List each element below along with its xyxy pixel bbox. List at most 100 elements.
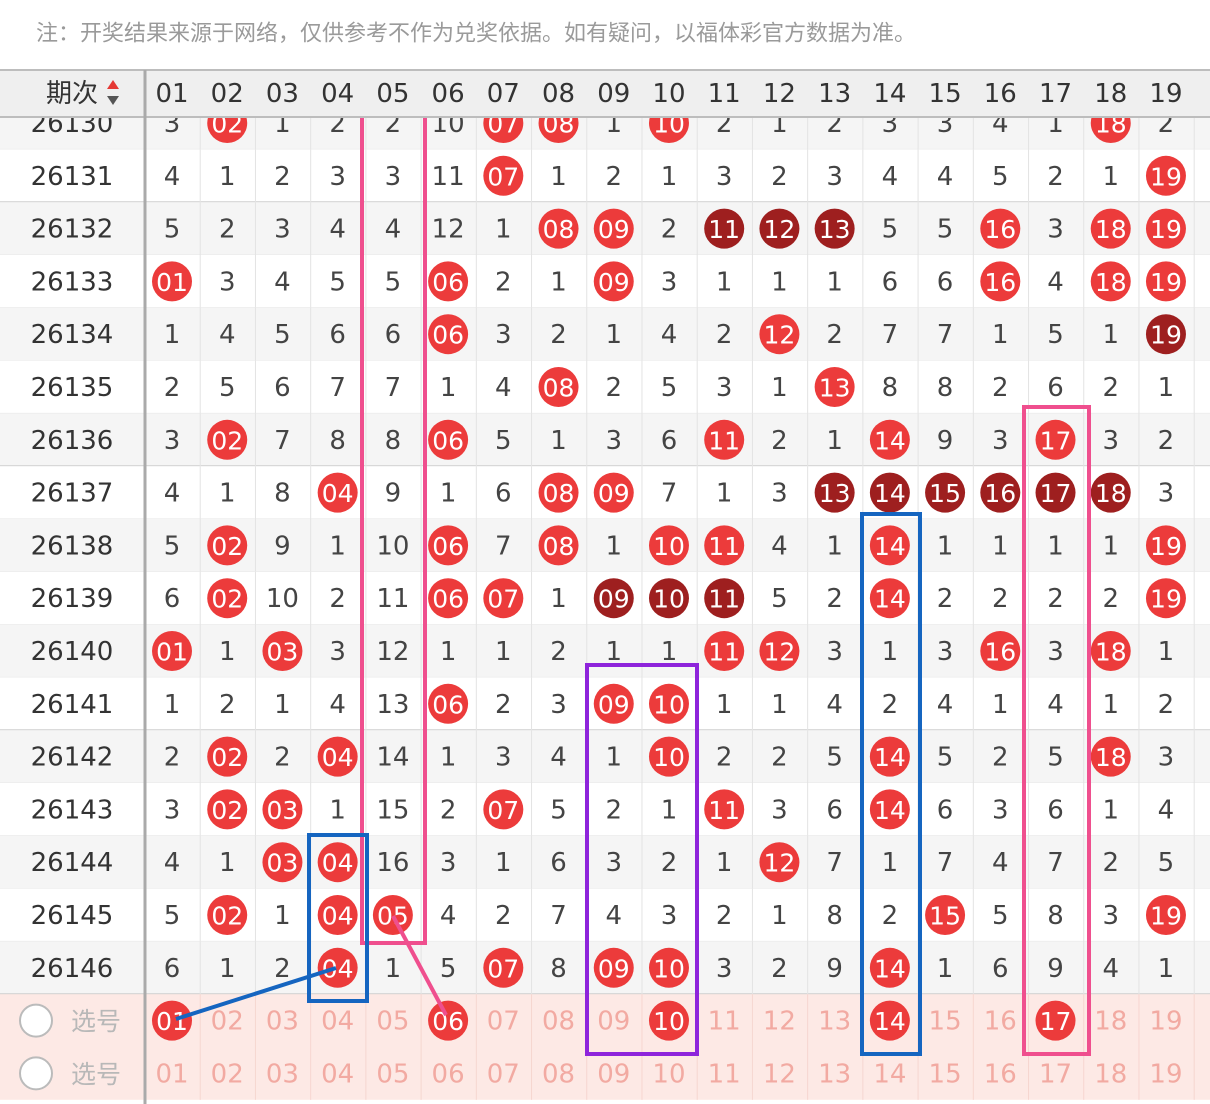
ball <box>814 208 855 249</box>
row-bg <box>0 413 1210 467</box>
cell-number: 13 <box>818 1007 851 1037</box>
column-header: 05 <box>376 79 409 109</box>
column-header: 10 <box>652 79 685 109</box>
ball-number: 01 <box>156 1007 188 1036</box>
cell-number: 3 <box>992 426 1009 456</box>
column-header: 07 <box>487 79 520 109</box>
sort-up[interactable] <box>107 80 119 89</box>
sort-down[interactable] <box>107 96 119 105</box>
ball <box>207 578 248 619</box>
select-label: 选号 <box>71 1060 121 1089</box>
cell-number: 3 <box>937 637 954 667</box>
cell-number: 15 <box>929 1059 962 1089</box>
ball <box>759 314 800 355</box>
cell-number: 1 <box>1102 162 1119 192</box>
cell-number: 5 <box>219 373 236 403</box>
ball <box>207 895 248 935</box>
cell-number: 6 <box>1047 373 1064 403</box>
header: 注：开奖结果来源于网络，仅供参考不作为兑奖依据。如有疑问，以福体彩官方数据为准。… <box>0 0 1210 118</box>
ball-number: 19 <box>1150 162 1182 191</box>
ball <box>1145 525 1186 566</box>
cell-number: 7 <box>826 848 843 878</box>
ball <box>980 261 1021 302</box>
cell-number: 3 <box>1102 426 1119 456</box>
ball <box>483 947 524 988</box>
cell-number: 1 <box>385 954 402 984</box>
ball <box>704 578 745 619</box>
ball <box>869 578 910 619</box>
issue-number: 26134 <box>31 320 114 350</box>
cell-number: 6 <box>882 267 899 297</box>
cell-number: 10 <box>376 531 409 561</box>
column-header: 14 <box>873 79 906 109</box>
cell-number: 4 <box>385 215 402 245</box>
column-header: 16 <box>984 79 1017 109</box>
cell-number: 4 <box>826 690 843 720</box>
cell-number: 13 <box>818 1059 851 1089</box>
ball-number: 10 <box>653 532 685 561</box>
cell-number: 2 <box>1158 426 1175 456</box>
cell-number: 2 <box>716 743 733 773</box>
cell-number: 6 <box>661 426 678 456</box>
ball-number: 13 <box>819 479 851 508</box>
ball <box>593 578 634 619</box>
cell-number: 6 <box>164 954 181 984</box>
cell-number: 2 <box>771 162 788 192</box>
ball-number: 06 <box>432 532 464 561</box>
cell-number: 04 <box>321 1059 354 1089</box>
issue-number: 26133 <box>31 267 114 297</box>
ball <box>648 947 689 988</box>
cell-number: 4 <box>1047 267 1064 297</box>
ball <box>372 895 413 935</box>
ball <box>648 525 689 566</box>
row: 26135 2 5 6 7 7 1 4 08 2 5 3 1 13 8 8 2 6 2 1 <box>0 360 1210 414</box>
cell-number: 1 <box>992 531 1009 561</box>
row: 26137 4 1 8 04 9 1 6 08 09 7 1 3 13 14 15 16 17 18 3 <box>0 466 1210 520</box>
cell-number: 8 <box>937 373 954 403</box>
ball-number: 19 <box>1150 321 1182 350</box>
ball <box>980 208 1021 249</box>
cell-number: 1 <box>219 637 236 667</box>
cell-number: 2 <box>992 743 1009 773</box>
cell-number: 1 <box>1158 954 1175 984</box>
select-label: 选号 <box>71 1007 121 1036</box>
cell-number: 07 <box>487 1059 520 1089</box>
select-toggle[interactable] <box>19 1056 53 1091</box>
ball <box>317 842 358 883</box>
ball-number: 14 <box>874 954 906 983</box>
ball <box>428 314 469 355</box>
ball <box>704 208 745 249</box>
cell-number: 1 <box>661 162 678 192</box>
cell-number: 2 <box>329 584 346 614</box>
row: 26140 01 1 03 3 12 1 1 2 1 1 11 12 3 1 3 16 3 18 1 <box>0 624 1210 678</box>
ball-number: 02 <box>211 532 243 561</box>
cell-number: 2 <box>1102 373 1119 403</box>
cell-number: 7 <box>937 320 954 350</box>
cell-number: 12 <box>432 215 465 245</box>
ball <box>538 525 579 566</box>
cell-number: 03 <box>266 1007 299 1037</box>
ball-number: 14 <box>874 532 906 561</box>
ball-number: 07 <box>487 796 519 825</box>
disclaimer: 注：开奖结果来源于网络，仅供参考不作为兑奖依据。如有疑问，以福体彩官方数据为准。 <box>36 22 916 47</box>
row: 26142 2 02 2 04 14 1 3 4 1 10 2 2 5 14 5 2 5 18 3 <box>0 730 1210 784</box>
issue-number: 26131 <box>31 162 114 192</box>
ball <box>317 947 358 988</box>
ball-number: 18 <box>1095 268 1127 297</box>
cell-number: 1 <box>1102 531 1119 561</box>
cell-number: 11 <box>708 1007 741 1037</box>
select-toggle[interactable] <box>19 1003 53 1038</box>
cell-number: 1 <box>716 479 733 509</box>
ball-number: 16 <box>984 638 1016 667</box>
cell-number: 3 <box>716 162 733 192</box>
column-header: 04 <box>321 79 354 109</box>
ball-number: 16 <box>984 215 1016 244</box>
cell-number: 1 <box>440 743 457 773</box>
ball-number: 04 <box>322 743 354 772</box>
issue-header[interactable]: 期次 <box>46 79 98 109</box>
ball-number: 11 <box>708 585 740 614</box>
cell-number: 4 <box>329 690 346 720</box>
